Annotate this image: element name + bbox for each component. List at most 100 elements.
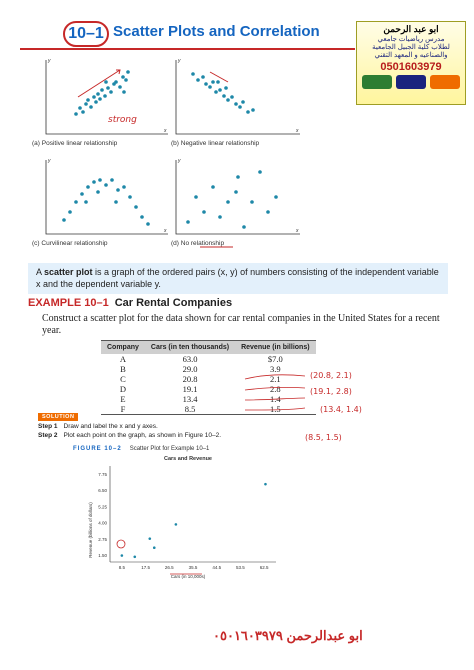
x-tick-label: 8.5: [119, 565, 126, 570]
panel-c-x-letter: x: [163, 228, 167, 234]
panel-a-point: [124, 78, 128, 82]
panel-b-point: [191, 72, 195, 76]
revenue-cell: 2.1: [270, 374, 281, 384]
panel-b-point: [226, 98, 230, 102]
table-row: A 63.0 $7.0: [101, 354, 316, 364]
panel-d-point: [202, 210, 206, 214]
panel-b-point: [234, 102, 238, 106]
example-heading: EXAMPLE 10–1 Car Rental Companies: [28, 297, 232, 309]
cars-cell: 63.0: [182, 354, 198, 364]
panel-d-caption: (d) No relationship: [171, 240, 224, 247]
college-logo-image: [362, 75, 393, 89]
pair-f: (8.5, 1.5): [305, 433, 342, 442]
panel-b-point: [218, 88, 222, 92]
panel-c-point: [80, 192, 84, 196]
panel-c-point: [74, 200, 78, 204]
panel-a-x-letter: x: [163, 128, 167, 134]
cars-cell: 29.0: [182, 364, 198, 374]
panel-c-point: [104, 183, 108, 187]
panel-c-point: [86, 185, 90, 189]
chart-point: [133, 555, 137, 559]
table-header-revenue: Revenue (in billions): [235, 340, 316, 354]
panel-b-axes: [175, 60, 300, 135]
panel-c-point: [122, 185, 126, 189]
panel-d-point: [186, 220, 190, 224]
chart-point: [152, 546, 156, 550]
panel-a-point: [122, 90, 126, 94]
city-photo-image: [396, 75, 426, 89]
panel-a-point: [106, 86, 110, 90]
negative-arrow: [209, 71, 229, 83]
chart-x-label: Cars (in 10,000s): [171, 574, 206, 579]
panel-b-point: [251, 108, 255, 112]
footer-contact: ابو عبدالرحمن ٠٥٠١٦٠٣٩٧٩: [213, 628, 363, 643]
step-2-label: Step 2: [38, 432, 58, 439]
panel-b-y-letter: y: [177, 58, 181, 64]
panel-b-point: [238, 105, 242, 109]
panel-a-point: [84, 102, 88, 106]
x-tick-label: 35.5: [189, 565, 198, 570]
panel-a-point: [98, 97, 102, 101]
table-header-cars: Cars (in ten thousands): [144, 340, 236, 354]
panel-b-point: [204, 82, 208, 86]
step-2-text: Plot each point on the graph, as shown i…: [63, 432, 222, 439]
panel-d-point: [258, 170, 262, 174]
table-header-company: Company: [101, 340, 145, 354]
y-tick-label: 6.50: [98, 488, 107, 493]
chart-point: [174, 523, 178, 526]
revenue-cell: 2.8: [270, 384, 281, 394]
y-tick-label: 2.75: [98, 537, 107, 542]
definition-term: scatter plot: [44, 267, 93, 277]
table-row: F 8.5 1.5: [101, 404, 316, 415]
cars-cell: 20.8: [182, 374, 198, 384]
chart-y-label: Revenue (billions of dollars): [88, 502, 93, 558]
figure-label: FIGURE 10–2 Scatter Plot for Example 10–1: [73, 446, 209, 452]
x-tick-label: 53.5: [236, 565, 245, 570]
step-1-label: Step 1: [38, 423, 58, 430]
chart-point: [264, 482, 267, 486]
panel-c-point: [62, 218, 66, 222]
panel-b-point: [214, 90, 218, 94]
institute-logo-image: [429, 75, 460, 89]
panel-d-point: [234, 190, 238, 194]
panel-d-point: [274, 195, 278, 199]
revenue-cell: 1.5: [270, 404, 281, 414]
x-tick-label: 17.5: [141, 565, 150, 570]
panel-c-point: [114, 200, 118, 204]
panel-c-point: [140, 215, 144, 219]
panel-a-point: [96, 92, 100, 96]
y-tick-label: 1.50: [98, 553, 107, 558]
panel-c-point: [96, 190, 100, 194]
panel-b-point: [208, 85, 212, 89]
table-row: C 20.8 2.1: [101, 374, 316, 384]
solution-label: SOLUTION: [38, 413, 79, 421]
panel-c-axes: [45, 160, 168, 235]
pair-c: (20.8, 2.1): [310, 371, 352, 380]
tutor-phone: 0501603979: [380, 61, 442, 73]
page-title: Scatter Plots and Correlation: [113, 23, 320, 40]
panel-d-point: [242, 225, 246, 229]
panel-b-point: [222, 94, 226, 98]
panel-b-point: [201, 75, 205, 79]
strong-note: strong: [108, 115, 137, 125]
panel-d-point: [250, 200, 254, 204]
panel-d-x-letter: x: [295, 228, 299, 234]
company-cell: D: [119, 384, 127, 394]
panel-a-point: [94, 100, 98, 104]
cars-cell: 8.5: [184, 404, 196, 414]
y-tick-label: 5.25: [98, 504, 107, 509]
panel-a-point: [118, 85, 122, 89]
panel-c-point: [92, 180, 96, 184]
cars-cell: 13.4: [182, 394, 198, 404]
definition-after: is a graph of the ordered pairs (x, y) o…: [36, 267, 439, 289]
panel-b-point: [211, 80, 215, 84]
step-1-text: Draw and label the x and y axes.: [63, 423, 158, 430]
arrow-c: [244, 374, 306, 380]
panel-a-axes: [45, 60, 168, 135]
panel-a-caption: (a) Positive linear relationship: [32, 140, 118, 147]
panel-a-point: [121, 75, 125, 79]
panel-a-point: [103, 94, 107, 98]
figure-title: Scatter Plot for Example 10–1: [129, 446, 210, 452]
arrow-e: [244, 397, 306, 401]
panel-d-point: [218, 215, 222, 219]
